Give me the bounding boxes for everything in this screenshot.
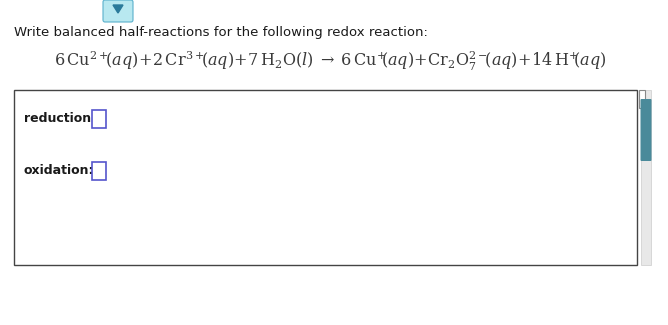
Bar	[92, 110, 106, 128]
FancyBboxPatch shape	[103, 0, 133, 22]
Polygon shape	[113, 5, 123, 13]
FancyBboxPatch shape	[641, 99, 651, 161]
Text: $6\,\mathrm{Cu}^{2+}\!\!\mathit{(aq)}\!+\!2\,\mathrm{Cr}^{3+}\!\!\mathit{(aq)}\!: $6\,\mathrm{Cu}^{2+}\!\!\mathit{(aq)}\!+…	[54, 49, 606, 72]
Bar	[639, 90, 645, 108]
Bar	[92, 162, 106, 180]
Bar	[641, 90, 651, 265]
Bar	[14, 90, 637, 265]
Text: Write balanced half-reactions for the following redox reaction:: Write balanced half-reactions for the fo…	[14, 26, 428, 39]
Text: oxidation:: oxidation:	[24, 163, 94, 176]
Text: reduction:: reduction:	[24, 111, 96, 124]
